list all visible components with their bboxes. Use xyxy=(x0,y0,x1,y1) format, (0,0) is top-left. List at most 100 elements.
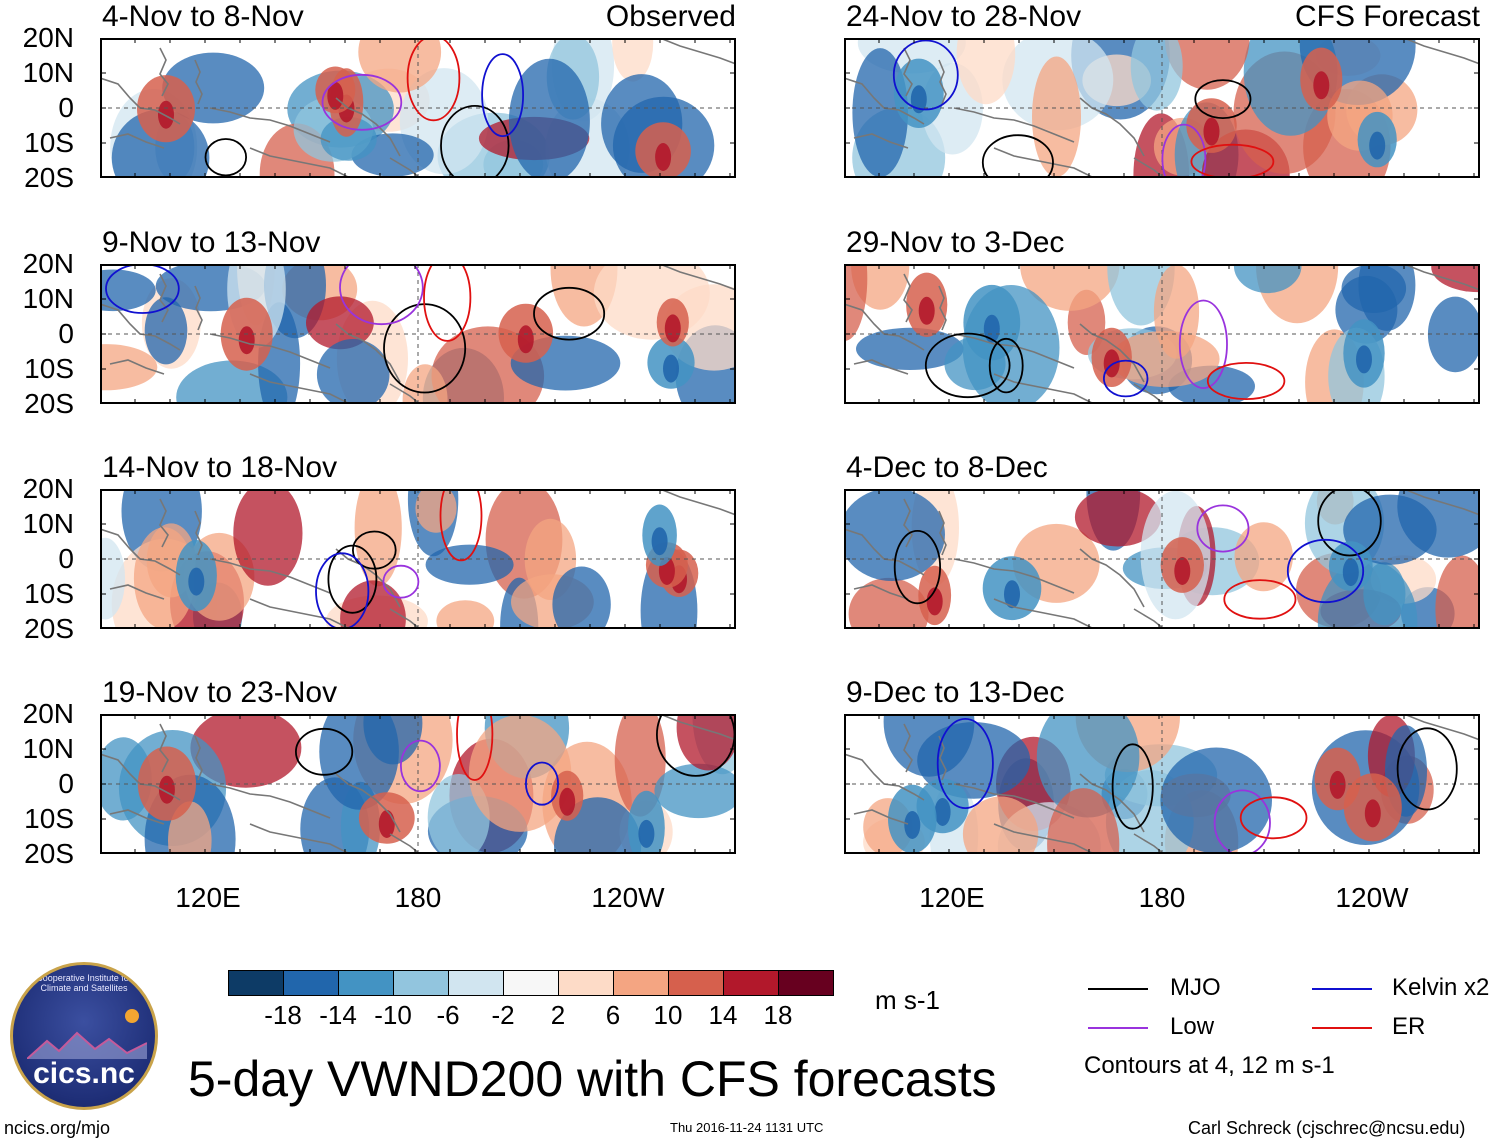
contour-line xyxy=(1213,789,1271,854)
panel-title: 4-Nov to 8-Nov xyxy=(102,0,304,33)
anomaly-core-inner xyxy=(918,296,935,325)
map-panel xyxy=(844,38,1480,178)
coastline xyxy=(903,723,913,773)
coastline xyxy=(194,59,203,105)
anomaly-core-inner xyxy=(934,798,951,826)
coastline xyxy=(993,823,1095,854)
anomaly-core-inner xyxy=(1203,117,1220,146)
contour-line xyxy=(295,727,354,776)
map-panel xyxy=(100,38,736,178)
lon-tick-label: 180 xyxy=(394,882,442,913)
anomaly-blob xyxy=(1341,264,1407,313)
contour-line xyxy=(204,138,247,177)
cics-logo[interactable]: Cooperative Institute for Climate and Sa… xyxy=(10,962,158,1110)
coastline xyxy=(659,264,736,291)
coastline xyxy=(853,584,909,600)
anomaly-blob xyxy=(1036,714,1140,818)
anomaly-blob xyxy=(306,296,374,350)
anomaly-core-inner xyxy=(327,81,344,110)
legend-line-er xyxy=(1312,1027,1372,1029)
logo-sun-icon xyxy=(125,1009,139,1023)
colorbar-tick-label: -18 xyxy=(264,1000,302,1030)
legend-line-low xyxy=(1088,1027,1148,1029)
lat-tick-label: 10N xyxy=(22,733,74,764)
coastline xyxy=(1079,97,1145,157)
contour-line xyxy=(524,761,559,806)
anomaly-core-inner xyxy=(663,354,679,383)
contour-line xyxy=(481,53,525,137)
lat-tick-label: 0 xyxy=(58,92,74,123)
contour-line xyxy=(1103,359,1149,398)
anomaly-blob xyxy=(1153,264,1200,359)
anomaly-blob xyxy=(415,489,457,533)
anomaly-blob xyxy=(316,339,390,404)
anomaly-blob xyxy=(1047,788,1120,854)
coastline xyxy=(853,809,909,825)
coastline xyxy=(938,510,947,556)
colorbar-units: m s-1 xyxy=(875,985,940,1015)
contour-line xyxy=(892,39,959,111)
coastline xyxy=(249,823,351,854)
anomaly-core-inner xyxy=(158,775,175,804)
anomaly-blob xyxy=(133,527,195,629)
legend-label-kelvin: Kelvin x2 xyxy=(1392,974,1490,1001)
anomaly-core-inner xyxy=(651,527,668,556)
contour-line xyxy=(893,529,942,605)
contour-line xyxy=(440,105,510,178)
contour-line xyxy=(1286,538,1365,604)
footer-link[interactable]: ncics.org/mjo xyxy=(4,1118,111,1138)
coastline xyxy=(993,598,1095,629)
contour-line xyxy=(406,38,461,122)
lat-tick-label: 0 xyxy=(58,768,74,799)
coastline xyxy=(853,133,909,149)
anomaly-blob xyxy=(1074,489,1162,547)
lat-tick-label: 20S xyxy=(24,162,74,193)
contour-line xyxy=(1396,727,1458,811)
anomaly-blob xyxy=(363,714,423,765)
anomaly-blob xyxy=(100,269,156,312)
coastline xyxy=(903,47,913,97)
contour-line xyxy=(1111,743,1154,830)
anomaly-core-inner xyxy=(1103,349,1120,378)
anomaly-blob xyxy=(1234,522,1293,592)
map-panel xyxy=(100,264,736,404)
coastline xyxy=(1403,714,1480,741)
lat-tick-label: 20S xyxy=(24,613,74,644)
coastline xyxy=(109,584,165,600)
anomaly-core-inner xyxy=(638,819,655,848)
colorbar-swatch xyxy=(449,971,504,995)
anomaly-blob xyxy=(402,364,448,404)
contour-line xyxy=(439,489,483,562)
logo-arc-text: Cooperative Institute for Climate and Sa… xyxy=(36,973,132,993)
lon-tick-label: 120E xyxy=(919,882,985,913)
coastline xyxy=(109,359,165,375)
coastline xyxy=(159,47,169,97)
colorbar-swatch xyxy=(779,971,833,995)
anomaly-core-inner xyxy=(904,811,921,839)
lat-tick-label: 10N xyxy=(22,283,74,314)
legend-line-kelvin xyxy=(1312,988,1372,990)
colorbar-tick-label: 2 xyxy=(550,1000,566,1030)
lat-tick-label: 20N xyxy=(22,248,74,279)
legend-line-mjo xyxy=(1088,988,1148,990)
panel-title: 4-Dec to 8-Dec xyxy=(846,451,1048,484)
anomaly-core-inner xyxy=(1356,345,1372,374)
anomaly-blob xyxy=(614,714,666,817)
anomaly-core-inner xyxy=(655,143,672,171)
colorbar-tick-label: -10 xyxy=(374,1000,412,1030)
lat-tick-label: 20S xyxy=(24,838,74,869)
lon-tick-label: 120W xyxy=(591,882,665,913)
lat-tick-label: 10N xyxy=(22,57,74,88)
colorbar-swatch xyxy=(339,971,394,995)
contour-line xyxy=(936,718,994,809)
anomaly-blob xyxy=(844,264,868,341)
anomaly-core-inner xyxy=(1364,799,1381,828)
panel-title: 29-Nov to 3-Dec xyxy=(846,226,1065,259)
lat-tick-label: 10S xyxy=(24,353,74,384)
anomaly-core-inner xyxy=(1313,71,1330,100)
contour-line xyxy=(1239,796,1308,840)
coastline xyxy=(209,558,331,594)
anomaly-blob xyxy=(100,344,158,391)
anomaly-blob xyxy=(425,544,514,585)
anomaly-blob xyxy=(962,796,1039,854)
